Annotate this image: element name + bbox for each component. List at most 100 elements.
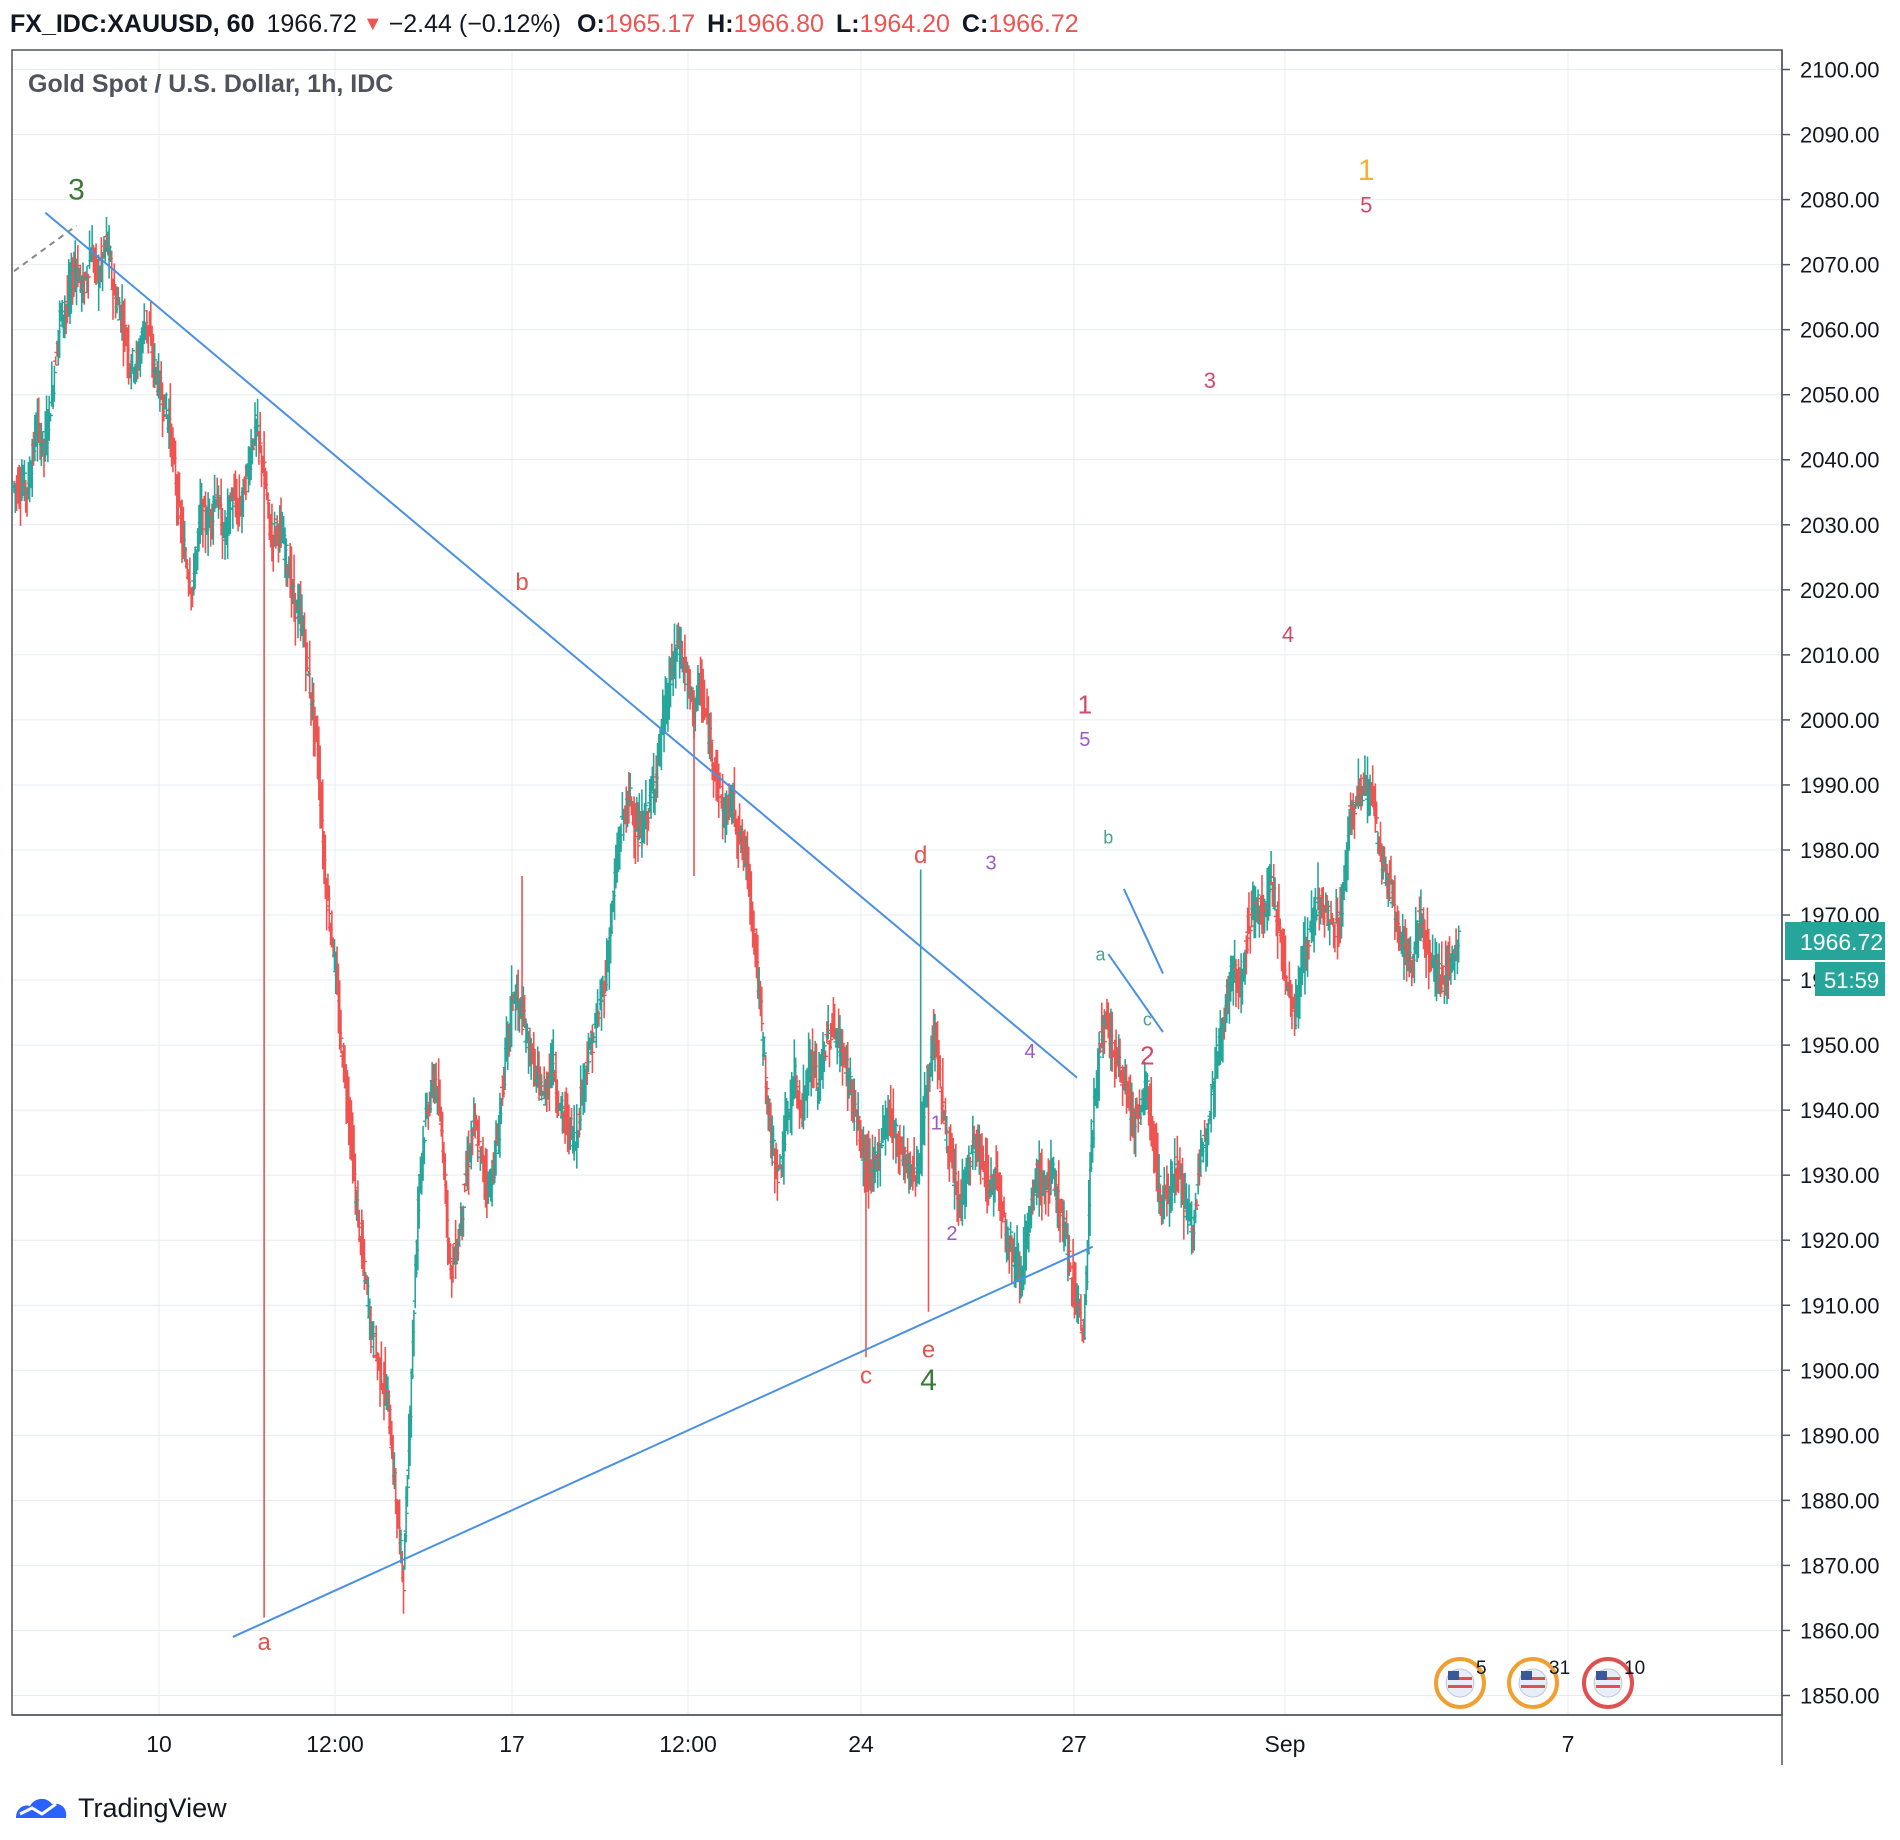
trendline: [232, 1245, 1094, 1638]
wave-label: c: [860, 1362, 872, 1389]
tradingview-logo-icon[interactable]: [12, 1792, 70, 1824]
ohlc-bar: [338, 1009, 344, 1054]
y-tick-label: 1910.00: [1800, 1293, 1880, 1318]
y-tick-label: 2100.00: [1800, 58, 1880, 83]
ohlc-bar: [893, 1118, 899, 1164]
y-tick-label: 1850.00: [1800, 1683, 1880, 1708]
ohlc-bar: [821, 1041, 827, 1073]
ohlc-bar: [774, 1149, 780, 1201]
ohlc-bar: [828, 1022, 834, 1050]
x-tick-label: 7: [1562, 1731, 1575, 1757]
last-price-tag: 1966.72 51:59: [1785, 922, 1885, 996]
x-tick-label: 17: [499, 1731, 525, 1757]
chart-border: [11, 49, 1783, 1716]
chart-title: Gold Spot / U.S. Dollar, 1h, IDC: [28, 70, 393, 98]
wave-label: 2: [1140, 1041, 1154, 1071]
ohlc-bar: [283, 538, 289, 587]
wave-label: 4: [1282, 622, 1294, 647]
down-arrow-icon: ▼: [362, 12, 383, 35]
close-value: 1966.72: [988, 9, 1079, 38]
last-price: 1966.72: [266, 9, 357, 38]
trendline: [1107, 953, 1164, 1033]
ohlc-bar: [401, 1565, 407, 1614]
ohlc-bar: [130, 348, 136, 372]
ohlc-bar: [589, 1024, 595, 1074]
ohlc-bar: [725, 794, 731, 825]
y-tick-label: 2000.00: [1800, 708, 1880, 733]
ohlc-bar: [307, 640, 313, 699]
wave-label: 1: [1078, 689, 1092, 719]
ohlc-bar: [1331, 917, 1337, 949]
open-label: O:: [577, 9, 605, 38]
x-tick-label: Sep: [1265, 1731, 1306, 1757]
ohlc-bar: [122, 298, 128, 353]
ohlc-bar: [1008, 1221, 1014, 1252]
ohlc-bar: [1456, 925, 1462, 963]
economic-events[interactable]: 5 31 10: [1434, 1657, 1645, 1709]
wave-label: 3: [68, 174, 85, 207]
last-price-tag-text: 1966.72: [1800, 929, 1883, 955]
y-tick-label: 1990.00: [1800, 773, 1880, 798]
ohlc-bar: [21, 460, 27, 502]
time-axis[interactable]: [12, 1715, 1782, 1765]
event-count: 10: [1624, 1658, 1645, 1679]
y-tick-label: 1860.00: [1800, 1618, 1880, 1643]
wave-label: 3: [985, 852, 996, 874]
event-flag-icon: 5: [1434, 1657, 1487, 1709]
brand-name[interactable]: TradingView: [78, 1792, 227, 1823]
ohlc-bar: [489, 1159, 495, 1207]
ohlc-bar: [1001, 1196, 1007, 1218]
y-tick-label: 2060.00: [1800, 318, 1880, 343]
wave-label: 2: [946, 1223, 957, 1245]
y-tick-label: 2070.00: [1800, 253, 1880, 278]
ohlc-bar: [1101, 1009, 1107, 1055]
wave-label: a: [1095, 945, 1106, 965]
ohlc-bar: [403, 1486, 409, 1543]
y-tick-label: 1940.00: [1800, 1098, 1880, 1123]
wave-label: 1: [931, 1113, 942, 1135]
wave-label: c: [1143, 1010, 1152, 1030]
y-tick-label: 1890.00: [1800, 1423, 1880, 1448]
price-axis[interactable]: 2100.00 2090.00 2080.00 2070.00 2060.00 2050.…: [1782, 58, 1880, 1709]
y-tick-label: 1900.00: [1800, 1358, 1880, 1383]
ohlc-bar: [601, 981, 607, 1019]
ohlc-bar: [53, 356, 59, 366]
wave-label: d: [914, 842, 927, 869]
ohlc-bar: [1066, 1234, 1072, 1276]
y-tick-label: 2040.00: [1800, 448, 1880, 473]
countdown-text: 51:59: [1824, 968, 1879, 993]
wave-label: 1: [1358, 154, 1375, 187]
wave-label: b: [1103, 827, 1113, 847]
symbol-label[interactable]: FX_IDC:XAUUSD, 60: [10, 9, 255, 38]
close-label: C:: [961, 9, 989, 38]
event-count: 31: [1549, 1658, 1570, 1679]
y-tick-label: 2050.00: [1800, 383, 1880, 408]
y-tick-label: 1870.00: [1800, 1553, 1880, 1578]
ohlc-bar: [442, 1153, 448, 1204]
ohlc-bar: [1194, 1199, 1200, 1210]
high-value: 1966.80: [733, 9, 824, 38]
ohlc-bar: [460, 1205, 466, 1237]
event-count: 5: [1476, 1658, 1487, 1679]
ohlc-bar: [404, 1475, 410, 1507]
price-change: −2.44 (−0.12%): [388, 9, 562, 38]
low-label: L:: [835, 9, 860, 38]
ohlc-bar: [1144, 1072, 1150, 1110]
y-tick-label: 1980.00: [1800, 838, 1880, 863]
wave-label: b: [515, 569, 528, 596]
high-label: H:: [707, 9, 734, 38]
ohlc-bar: [51, 365, 57, 402]
ohlc-bar: [398, 1529, 404, 1564]
ohlc-bar: [643, 779, 649, 830]
y-tick-label: 1930.00: [1800, 1163, 1880, 1188]
y-tick-label: 2030.00: [1800, 513, 1880, 538]
trendlines[interactable]: [13, 211, 1164, 1638]
ohlc-bar: [1051, 1156, 1057, 1179]
open-value: 1965.17: [604, 9, 696, 38]
price-bars: [11, 216, 1462, 1618]
low-value: 1964.20: [859, 9, 950, 38]
x-tick-label: 12:00: [306, 1731, 364, 1757]
trendline: [44, 211, 1078, 1079]
